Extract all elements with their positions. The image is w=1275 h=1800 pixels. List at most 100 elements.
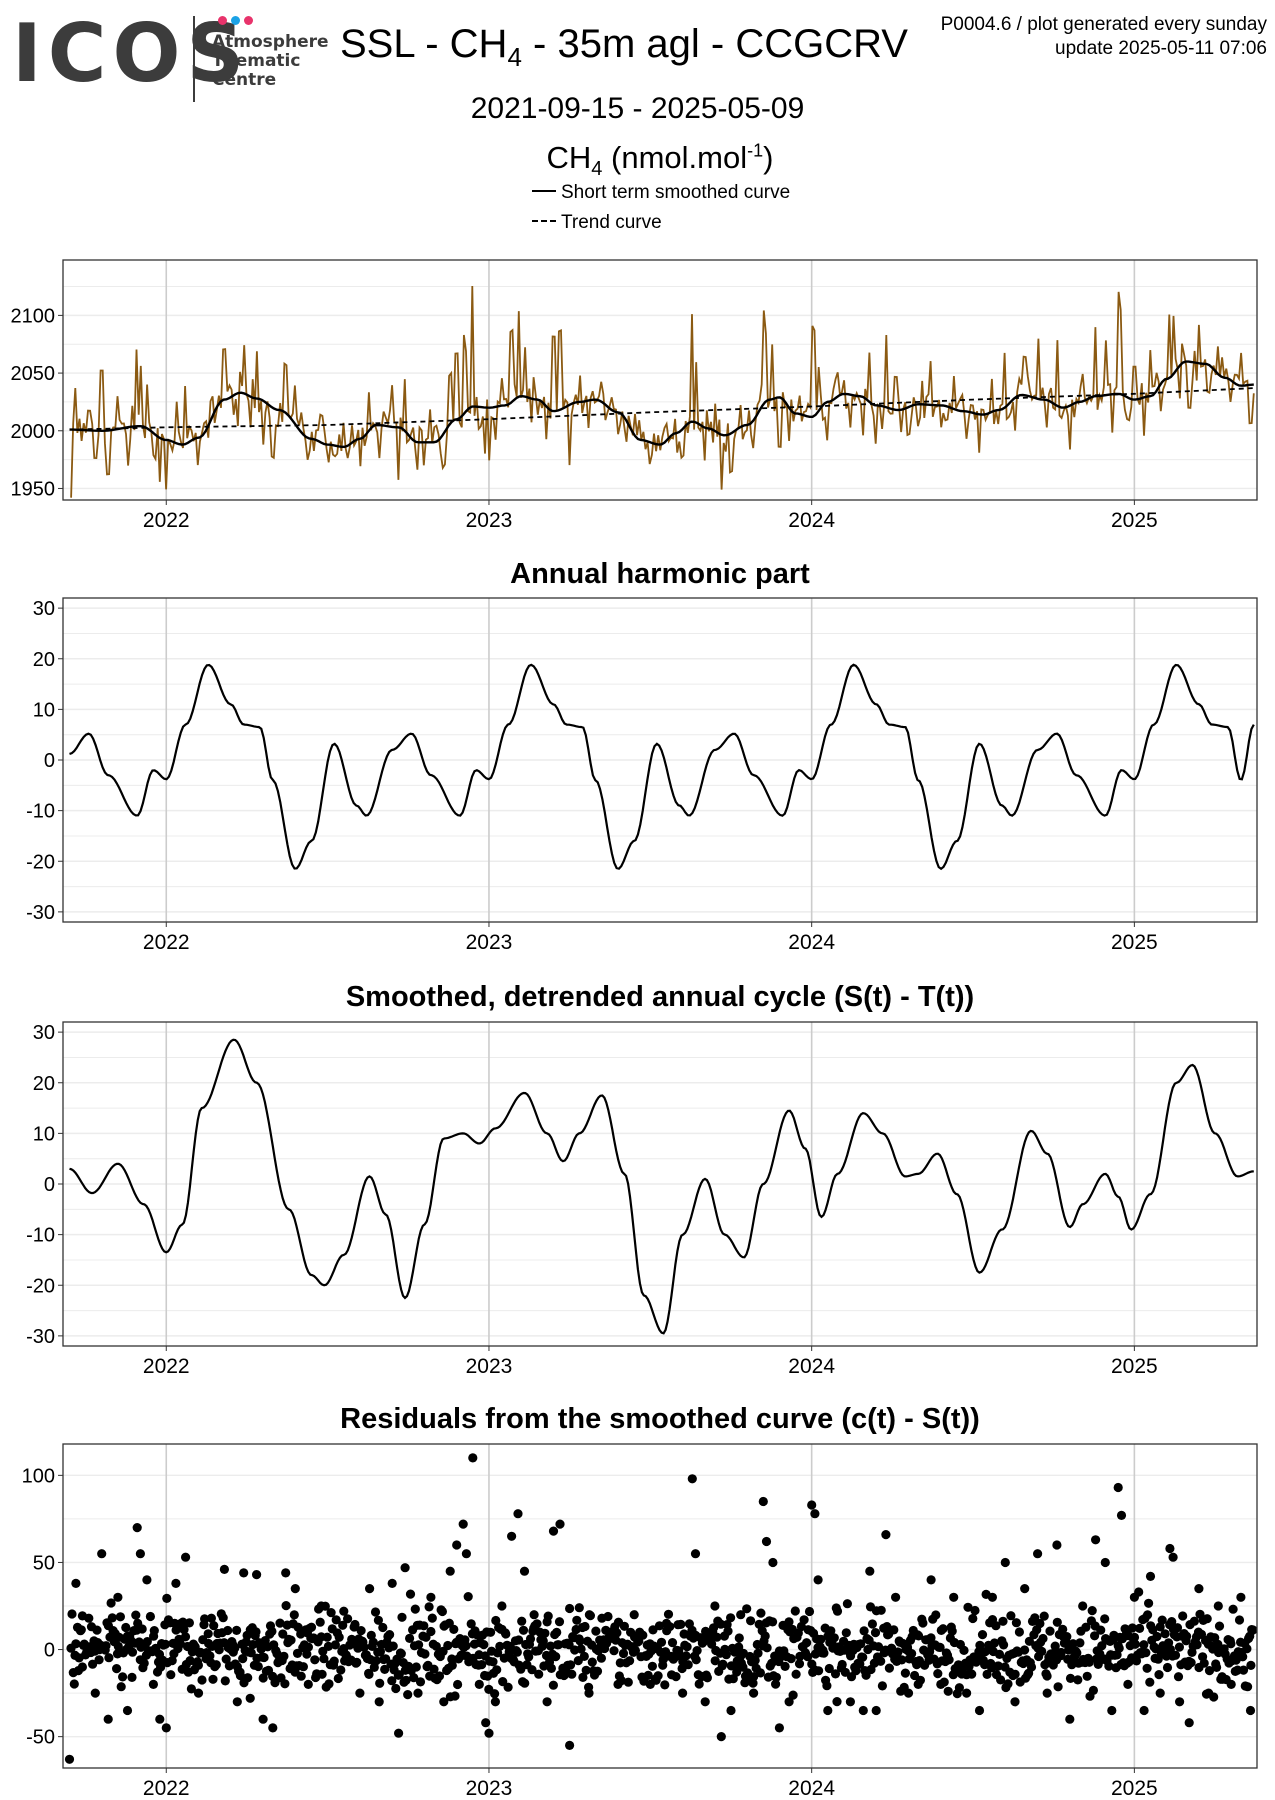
residual-point [67, 1609, 77, 1619]
residual-point [463, 1592, 473, 1602]
residual-point [1038, 1633, 1048, 1644]
residual-point [865, 1566, 875, 1576]
legend-trend-label: Trend curve [561, 212, 662, 233]
residual-point [774, 1723, 785, 1733]
residual-point [750, 1655, 760, 1665]
residual-point [858, 1705, 868, 1716]
residual-point [103, 1714, 113, 1724]
residual-point [1042, 1688, 1052, 1698]
residual-point [245, 1693, 255, 1703]
residual-point [935, 1642, 945, 1652]
residual-point [678, 1688, 688, 1698]
residual-point [135, 1549, 145, 1559]
residual-point [596, 1653, 607, 1663]
residual-point [837, 1659, 847, 1670]
residual-point [996, 1675, 1006, 1685]
residual-point [329, 1656, 339, 1666]
residual-point [356, 1626, 366, 1636]
residual-point [1010, 1697, 1020, 1707]
residual-point [211, 1660, 221, 1670]
residual-point [316, 1601, 326, 1611]
residual-point [306, 1622, 317, 1632]
y-tick-label: -10 [26, 1225, 55, 1247]
residual-point [1145, 1571, 1156, 1581]
y-tick-label: 10 [33, 1123, 55, 1145]
residual-point [503, 1682, 513, 1692]
date-range: 2021-09-15 - 2025-05-09 [470, 92, 805, 125]
residual-point [802, 1638, 812, 1648]
residual-point [411, 1662, 421, 1672]
residual-point [1014, 1627, 1024, 1637]
residual-point [540, 1628, 550, 1638]
residual-point [322, 1632, 332, 1642]
residual-point [121, 1622, 131, 1633]
residual-point [546, 1663, 557, 1673]
residual-point [1172, 1623, 1183, 1633]
residual-point [700, 1697, 710, 1707]
residual-point [519, 1566, 530, 1576]
residual-point [989, 1638, 1000, 1648]
residual-point [683, 1660, 693, 1670]
residual-point [543, 1611, 553, 1621]
y-tick-label: -30 [26, 902, 55, 924]
residual-point [551, 1652, 561, 1662]
residual-point [1204, 1666, 1215, 1676]
residual-point [959, 1645, 969, 1655]
residual-point [1228, 1604, 1238, 1614]
residual-point [380, 1664, 390, 1674]
residual-point [315, 1617, 325, 1627]
residual-point [334, 1632, 344, 1642]
residual-point [822, 1681, 832, 1691]
residual-point [851, 1666, 861, 1676]
residual-point [830, 1669, 841, 1679]
residual-point [1097, 1641, 1107, 1651]
residual-point [807, 1500, 817, 1510]
residual-point [712, 1632, 722, 1642]
residual-point [858, 1652, 868, 1662]
residual-point [251, 1627, 261, 1637]
residual-point [824, 1663, 834, 1674]
residual-point [84, 1613, 94, 1623]
residual-point [1006, 1611, 1016, 1621]
residual-point [112, 1664, 122, 1674]
residual-point [106, 1598, 116, 1608]
meta-generation-note: P0004.6 / plot generated every sunday [940, 14, 1267, 35]
detrended-cycle-curve [69, 1038, 1254, 1335]
residual-point [387, 1578, 397, 1588]
residual-point [667, 1638, 678, 1648]
residual-point [497, 1601, 507, 1611]
residual-point [572, 1615, 582, 1625]
residual-point [330, 1640, 340, 1650]
residual-point [77, 1662, 87, 1672]
residual-point [907, 1649, 917, 1659]
residual-point [101, 1641, 111, 1651]
residual-point [791, 1669, 801, 1679]
residual-point [1238, 1652, 1248, 1662]
residual-point [303, 1679, 313, 1689]
residual-point [1075, 1638, 1085, 1648]
residual-point [116, 1682, 126, 1692]
residual-point [477, 1660, 487, 1670]
residual-point [977, 1630, 988, 1640]
residual-point [681, 1651, 691, 1661]
residual-point [1175, 1697, 1185, 1707]
residual-point [1148, 1625, 1158, 1635]
residual-point [542, 1697, 552, 1707]
residual-point [374, 1697, 384, 1707]
residual-point [900, 1668, 911, 1678]
residual-point [64, 1754, 75, 1764]
residual-point [371, 1656, 381, 1666]
residual-point [1088, 1685, 1098, 1695]
residual-point [1011, 1618, 1022, 1628]
residual-point [343, 1614, 353, 1624]
residual-point [1033, 1549, 1043, 1559]
residual-point [926, 1575, 936, 1585]
residual-point [625, 1656, 635, 1666]
residual-point [1065, 1714, 1075, 1724]
residual-point [1234, 1615, 1245, 1625]
residual-point [810, 1509, 820, 1519]
residual-point [734, 1642, 744, 1652]
residual-point [447, 1660, 457, 1670]
x-tick-label: 2023 [466, 931, 513, 954]
residual-point [514, 1635, 524, 1645]
